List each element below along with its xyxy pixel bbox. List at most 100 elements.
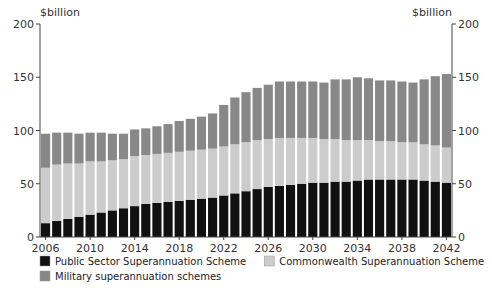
bar (163, 202, 172, 237)
x-tick (90, 237, 91, 240)
legend-label: Military superannuation schemes (55, 271, 221, 282)
x-tick (223, 237, 224, 240)
x-tick-label: 2034 (343, 242, 371, 255)
bar (108, 160, 117, 210)
bar (197, 117, 206, 150)
y2-axis-label: $billion (412, 6, 452, 19)
legend-swatch (264, 256, 274, 266)
bar (364, 140, 373, 179)
y2-tick (452, 130, 456, 131)
bar (86, 133, 95, 162)
bar (420, 181, 429, 237)
x-tick (134, 237, 135, 240)
bar (63, 164, 72, 219)
bar (342, 79, 351, 140)
bar (52, 221, 61, 237)
bar (275, 186, 284, 237)
bar (97, 133, 106, 162)
bar (175, 121, 184, 152)
bar (264, 187, 273, 237)
bar (397, 142, 406, 179)
bar (175, 152, 184, 201)
x-tick (179, 237, 180, 240)
y2-tick (452, 237, 456, 238)
x-tick (357, 237, 358, 240)
bar (119, 208, 128, 237)
y-tick (36, 24, 40, 25)
bar (431, 76, 440, 145)
x-axis-line (40, 237, 452, 238)
bar (375, 80, 384, 141)
bar (241, 92, 250, 142)
bar (241, 142, 250, 191)
bar (74, 164, 83, 217)
bar (108, 134, 117, 161)
bar (353, 77, 362, 140)
x-tick (45, 237, 46, 240)
x-tick-label: 2038 (388, 242, 416, 255)
bar (130, 206, 139, 237)
bar (141, 204, 150, 237)
bar (152, 154, 161, 203)
x-tick-label: 2042 (432, 242, 460, 255)
bar (275, 82, 284, 138)
bar (319, 183, 328, 237)
y2-tick-label: 200 (458, 18, 479, 31)
bar (264, 139, 273, 187)
bar (97, 213, 106, 237)
legend-swatch (40, 256, 50, 266)
bar (408, 179, 417, 237)
bar (119, 134, 128, 160)
bar (241, 191, 250, 237)
bar (41, 134, 50, 168)
bar (319, 83, 328, 139)
bar (41, 168, 50, 223)
bar (141, 155, 150, 204)
bar (219, 195, 228, 237)
bar (253, 88, 262, 140)
bar (208, 198, 217, 237)
bar (219, 105, 228, 147)
bar (275, 138, 284, 186)
bar (152, 126, 161, 154)
x-tick-label: 2014 (121, 242, 149, 255)
bar (319, 139, 328, 183)
bars (41, 74, 451, 237)
bar (208, 149, 217, 198)
bar (420, 79, 429, 144)
x-tick-label: 2026 (254, 242, 282, 255)
bar (63, 133, 72, 164)
bar (253, 189, 262, 237)
bar (186, 151, 195, 200)
bar (74, 217, 83, 237)
bar (353, 140, 362, 180)
bar (431, 182, 440, 237)
y-axis-label: $billion (40, 6, 80, 19)
bar (119, 159, 128, 208)
x-tick-label: 2018 (165, 242, 193, 255)
legend-label: Public Sector Superannuation Scheme (55, 256, 246, 267)
y2-tick (452, 77, 456, 78)
bar (74, 134, 83, 164)
y2-tick (452, 183, 456, 184)
y-tick (36, 183, 40, 184)
bar (308, 183, 317, 237)
bar (297, 138, 306, 184)
bar (353, 181, 362, 237)
x-tick (268, 237, 269, 240)
y2-tick (452, 24, 456, 25)
chart: 0501001502000501001502002006201020142018… (0, 0, 492, 303)
bar (197, 150, 206, 199)
y-tick-label: 150 (13, 71, 34, 84)
bar (331, 182, 340, 237)
x-tick-label: 2006 (32, 242, 60, 255)
bar (297, 82, 306, 138)
bar (408, 83, 417, 143)
bar (175, 201, 184, 237)
bar (386, 179, 395, 237)
bar (386, 80, 395, 141)
bar (308, 82, 317, 138)
legend: Public Sector Superannuation SchemeCommo… (40, 256, 484, 282)
legend-swatch (40, 271, 50, 281)
bar (375, 141, 384, 179)
